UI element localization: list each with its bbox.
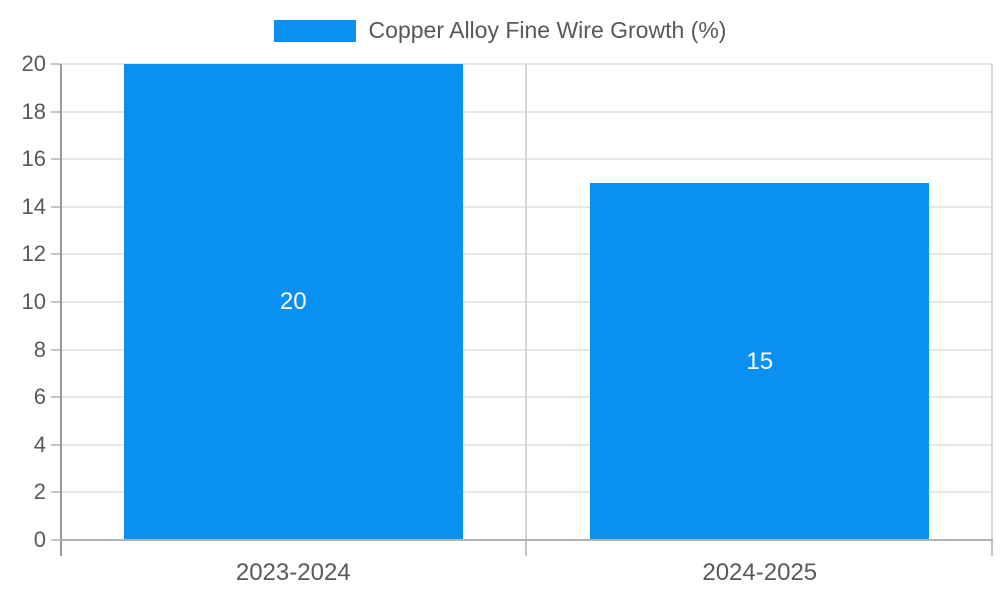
x-axis-category-label: 2023-2024 [235, 559, 351, 586]
y-axis-tick-mark [51, 158, 60, 161]
gridline-horizontal [60, 491, 993, 494]
gridline-horizontal [60, 253, 993, 256]
y-axis-tick-mark [51, 491, 60, 494]
bar[interactable]: 20 [123, 64, 463, 540]
y-axis-tick-mark [51, 205, 60, 208]
x-axis-tick-mark [524, 540, 527, 556]
y-axis-tick-label: 4 [33, 431, 46, 457]
y-axis-tick-mark [51, 443, 60, 446]
y-axis-tick-label: 18 [21, 98, 46, 124]
gridline-horizontal [60, 63, 993, 65]
x-axis-line [60, 539, 993, 541]
y-axis-tick-label: 20 [21, 51, 46, 76]
y-axis-tick-mark [51, 539, 60, 541]
y-axis-tick-mark [51, 348, 60, 351]
y-axis-line [60, 64, 62, 556]
chart-legend[interactable]: Copper Alloy Fine Wire Growth (%) [0, 17, 1000, 44]
plot-area: 0 2 4 6 8 10 12 14 16 18 20 20 2023-2024 15 2024-2025 [22, 53, 993, 586]
gridline-horizontal [60, 348, 993, 351]
y-axis-tick-label: 8 [33, 336, 46, 362]
gridline-vertical [991, 64, 993, 540]
y-axis-tick-mark [51, 396, 60, 399]
gridline-horizontal [60, 158, 993, 161]
x-axis-category-label: 2024-2025 [702, 559, 818, 586]
y-axis-tick-label: 6 [33, 384, 46, 410]
bar-value-label: 20 [279, 288, 307, 315]
y-axis-tick-mark [51, 253, 60, 256]
y-axis-tick-label: 10 [21, 289, 46, 314]
x-axis-tick-mark [991, 540, 993, 556]
gridline-horizontal [60, 205, 993, 208]
y-axis-tick-label: 14 [21, 193, 46, 219]
bar[interactable]: 15 [590, 183, 930, 540]
legend-swatch [273, 19, 356, 42]
gridline-horizontal [60, 396, 993, 399]
bar-value-label: 15 [746, 347, 774, 375]
y-axis-tick-label: 16 [21, 146, 46, 172]
y-axis-tick-mark [51, 301, 60, 303]
gridline-horizontal [60, 443, 993, 446]
y-axis-tick-label: 12 [21, 241, 46, 267]
gridline-horizontal [60, 110, 993, 113]
y-axis-tick-mark [51, 110, 60, 113]
y-axis-tick-label: 2 [33, 479, 46, 505]
gridline-horizontal [60, 301, 993, 303]
y-axis-tick-mark [51, 63, 60, 65]
y-axis-tick-label: 0 [33, 527, 46, 552]
legend-label: Copper Alloy Fine Wire Growth (%) [368, 17, 727, 43]
gridline-vertical [524, 64, 527, 540]
